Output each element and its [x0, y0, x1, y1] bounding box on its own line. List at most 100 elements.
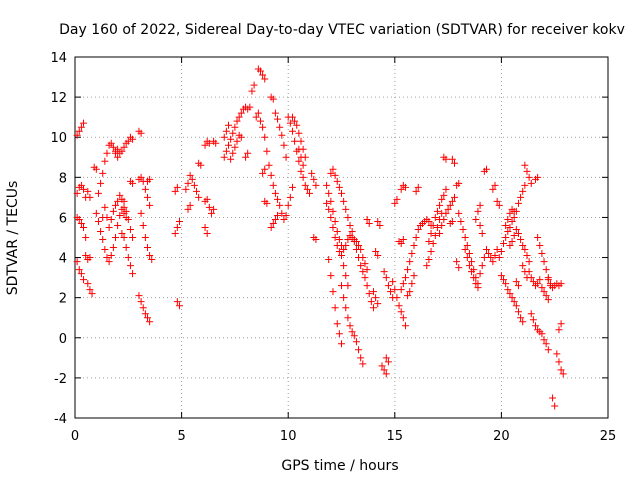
data-point: [512, 278, 520, 286]
data-point: [350, 332, 358, 340]
data-point: [335, 236, 343, 244]
data-point: [450, 159, 458, 167]
data-point: [77, 123, 85, 131]
data-point: [233, 117, 241, 125]
data-point: [361, 274, 369, 282]
data-point: [246, 103, 254, 111]
data-point: [112, 234, 120, 241]
data-point: [359, 268, 367, 276]
data-point: [542, 340, 550, 348]
data-point: [369, 288, 377, 296]
data-point: [369, 304, 377, 312]
data-point: [382, 370, 390, 378]
data-point: [514, 229, 522, 237]
tick-layer: 0 5 10 15 20 25 -4 -2 0 2 4 6 8 10 12 14: [50, 51, 616, 444]
data-point: [338, 340, 345, 348]
data-point: [274, 115, 282, 123]
data-point: [429, 240, 437, 248]
data-point: [256, 117, 264, 125]
data-point: [259, 71, 267, 79]
data-point: [186, 171, 194, 179]
data-point: [510, 213, 518, 221]
data-point: [109, 143, 117, 151]
data-point: [101, 246, 109, 254]
data-point: [453, 258, 461, 266]
data-point: [514, 282, 522, 290]
data-point: [297, 167, 305, 175]
data-point: [340, 294, 348, 302]
data-point: [538, 250, 546, 258]
data-point: [512, 302, 520, 310]
data-point: [101, 157, 109, 165]
data-point: [352, 338, 360, 346]
data-point: [380, 366, 388, 374]
data-point: [470, 274, 478, 282]
data-point: [544, 346, 552, 354]
data-point: [84, 187, 92, 195]
data-point: [141, 185, 149, 193]
data-point: [82, 234, 90, 241]
data-point: [231, 143, 239, 151]
data-point: [534, 280, 542, 288]
data-point: [348, 328, 356, 336]
data-point: [244, 149, 252, 157]
data-point: [557, 280, 565, 288]
data-point: [536, 242, 544, 250]
data-point: [97, 227, 105, 235]
data-point: [372, 294, 380, 302]
data-point: [329, 223, 337, 231]
data-point: [523, 252, 531, 260]
data-point: [250, 81, 258, 89]
y-tick-label: 4: [59, 252, 67, 267]
data-point: [557, 366, 565, 374]
data-point: [425, 238, 433, 246]
data-point: [124, 137, 132, 145]
data-point: [207, 209, 215, 217]
data-point: [482, 165, 490, 173]
data-point: [342, 272, 350, 280]
data-point: [514, 199, 522, 207]
data-point: [122, 244, 130, 252]
data-point: [327, 272, 335, 280]
data-point: [544, 296, 552, 304]
data-point: [77, 181, 85, 189]
data-point: [387, 288, 395, 296]
data-point: [107, 252, 115, 260]
data-point: [346, 221, 354, 229]
data-point: [399, 236, 407, 244]
data-point: [109, 244, 117, 252]
data-point: [323, 199, 331, 207]
data-point: [491, 181, 499, 189]
data-point: [310, 175, 318, 183]
data-point: [80, 119, 88, 127]
data-point: [331, 217, 339, 225]
y-tick-label: 6: [59, 211, 67, 226]
data-point: [261, 75, 269, 83]
x-tick-label: 20: [493, 429, 510, 444]
data-point: [408, 250, 416, 258]
data-point: [512, 207, 520, 215]
data-point: [540, 258, 548, 266]
data-point: [367, 298, 375, 306]
data-point: [506, 242, 514, 250]
data-point: [197, 161, 205, 169]
data-point: [468, 268, 476, 276]
data-point: [478, 262, 486, 270]
data-point: [112, 201, 120, 209]
data-point: [493, 246, 501, 254]
data-point: [327, 169, 335, 177]
data-point: [188, 175, 196, 183]
data-point: [519, 262, 527, 270]
data-point: [126, 225, 134, 233]
data-point: [184, 205, 192, 213]
chart-title: Day 160 of 2022, Sidereal Day-to-day VTE…: [59, 22, 625, 38]
data-point: [429, 221, 437, 229]
data-point: [203, 229, 211, 237]
data-point: [365, 219, 373, 227]
data-point: [510, 298, 518, 306]
data-point: [359, 254, 367, 262]
data-point: [220, 153, 228, 161]
data-point: [397, 308, 405, 316]
data-point: [374, 300, 382, 308]
data-point: [340, 197, 348, 205]
